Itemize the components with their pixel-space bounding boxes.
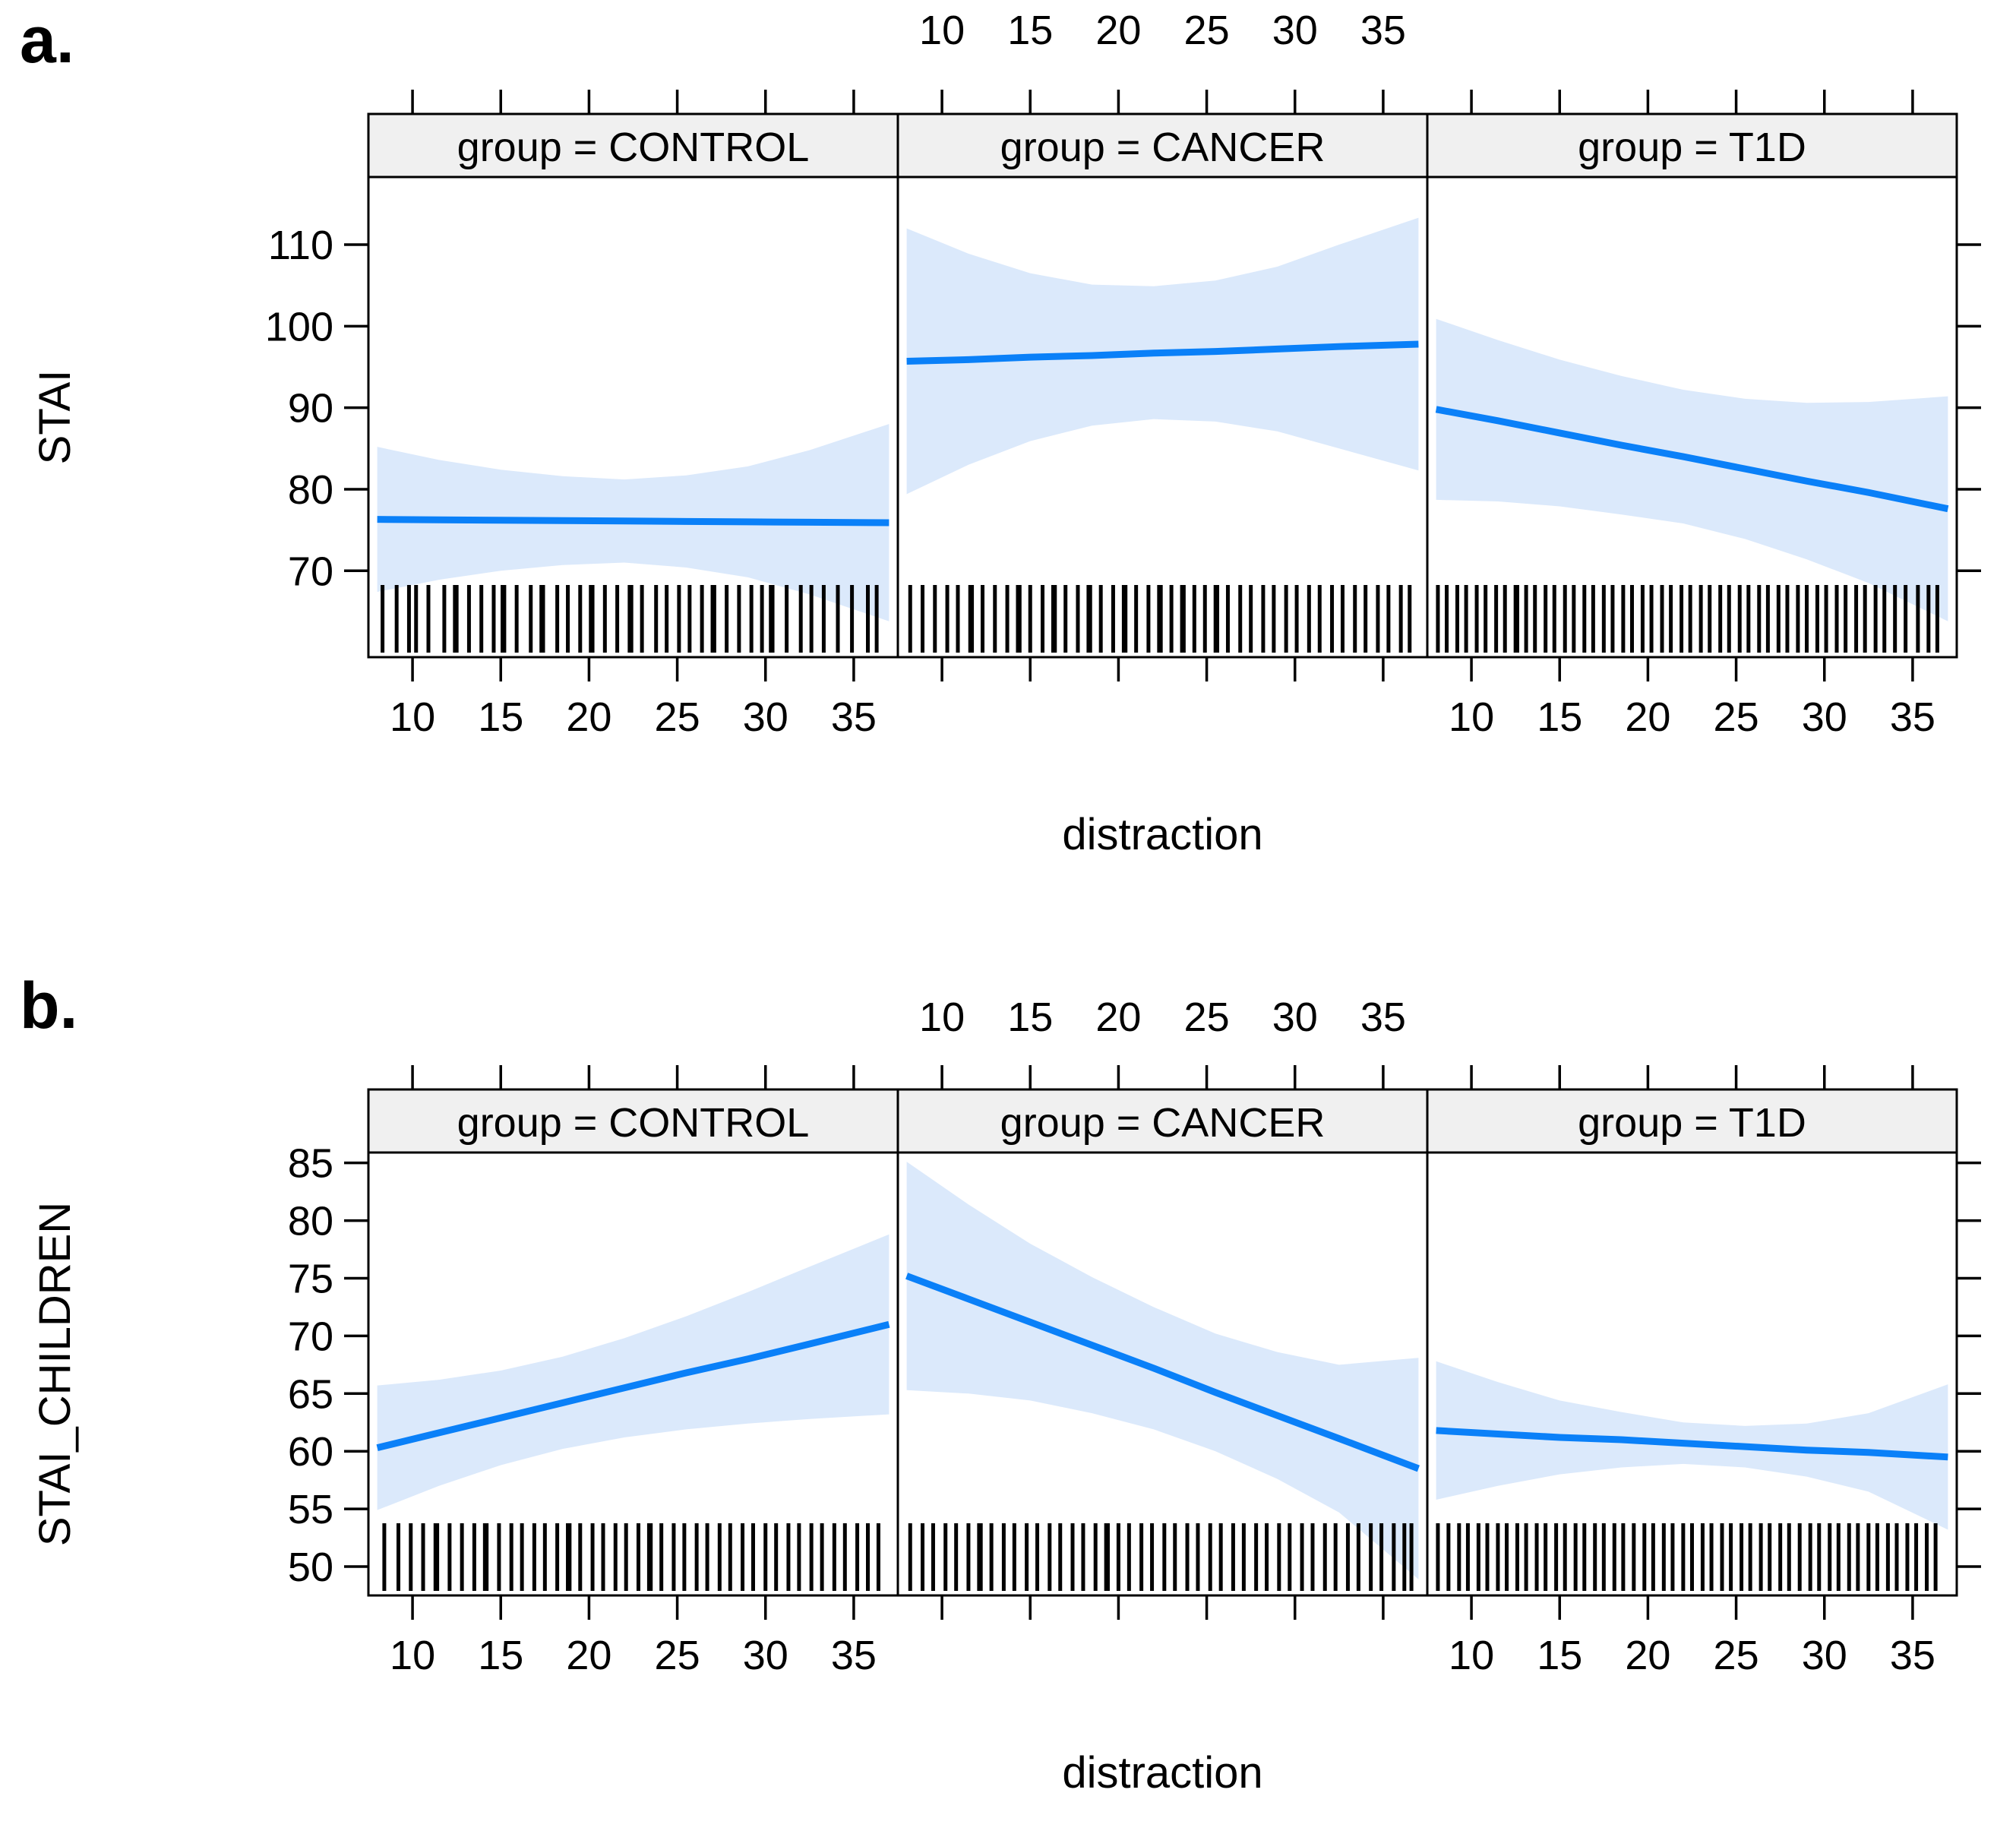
x-axis-tick-label: 30 bbox=[1802, 694, 1847, 740]
y-axis-tick-label: 80 bbox=[288, 467, 333, 513]
confidence-band bbox=[377, 1234, 890, 1510]
confidence-band bbox=[1436, 318, 1948, 621]
x-axis-tick-label: 20 bbox=[1625, 694, 1670, 740]
x-axis-top-tick-label: 10 bbox=[919, 8, 965, 53]
x-axis-tick-label: 10 bbox=[1449, 694, 1494, 740]
figure-b: b. group = CONTROL 10 15 20 25 30 35 group = CA… bbox=[0, 917, 2016, 1834]
facet-strip-label: group = CANCER bbox=[1000, 1100, 1326, 1146]
fit-line bbox=[906, 340, 1419, 365]
facet-strip bbox=[367, 1088, 899, 1154]
panel-border bbox=[1426, 1151, 1958, 1597]
x-axis-top-tick-label: 25 bbox=[1184, 994, 1230, 1040]
x-axis-tick-label: 10 bbox=[390, 694, 435, 740]
y-axis-tick-label: 80 bbox=[288, 1199, 333, 1244]
fit-line bbox=[905, 1273, 1420, 1472]
x-axis-tick-label: 35 bbox=[1890, 694, 1935, 740]
x-axis-tick-label: 15 bbox=[478, 694, 523, 740]
x-axis-tick-label: 15 bbox=[478, 1633, 523, 1678]
x-axis-tick-label: 35 bbox=[1890, 1633, 1935, 1678]
x-axis-tick-label: 35 bbox=[831, 694, 877, 740]
x-axis-tick-label: 15 bbox=[1537, 694, 1582, 740]
x-axis-tick-label: 35 bbox=[831, 1633, 877, 1678]
x-axis-top-tick-label: 20 bbox=[1095, 994, 1141, 1040]
x-axis-top-tick-label: 15 bbox=[1007, 8, 1053, 53]
facet-strip bbox=[896, 112, 1429, 179]
x-axis-tick-label: 10 bbox=[390, 1633, 435, 1678]
figure-b-chart: group = CONTROL 10 15 20 25 30 35 group = CANCE… bbox=[30, 994, 1981, 1798]
y-axis-tick-label: 70 bbox=[288, 1314, 333, 1359]
y-axis-tick-label: 100 bbox=[265, 304, 333, 349]
x-axis-tick-label: 30 bbox=[743, 1633, 788, 1678]
panel-border bbox=[1426, 175, 1958, 659]
x-axis-tick-label: 15 bbox=[1537, 1633, 1582, 1678]
x-axis-tick-label: 20 bbox=[566, 694, 611, 740]
figure-a-label: a. bbox=[20, 4, 74, 77]
x-axis-top-tick-label: 15 bbox=[1007, 994, 1053, 1040]
panel-background bbox=[1427, 1153, 1957, 1595]
figure-a: a. group = CONTROL 10 15 20 25 30 35 group = CA… bbox=[20, 4, 1981, 859]
x-axis-tick-label: 20 bbox=[566, 1633, 611, 1678]
y-axis-tick-label: 55 bbox=[288, 1487, 333, 1532]
y-axis-tick-label: 65 bbox=[288, 1371, 333, 1417]
facet-strip-label: group = CONTROL bbox=[457, 125, 810, 170]
facet-strip-label: group = T1D bbox=[1578, 1100, 1806, 1146]
facet-strip bbox=[367, 112, 899, 179]
facet-strip bbox=[1426, 1088, 1958, 1154]
x-axis-top-tick-label: 30 bbox=[1272, 994, 1318, 1040]
y-axis-title: STAI bbox=[30, 370, 80, 465]
x-axis-top-tick-label: 10 bbox=[919, 994, 965, 1040]
x-axis-tick-label: 30 bbox=[1802, 1633, 1847, 1678]
x-axis-title: distraction bbox=[1062, 1748, 1262, 1798]
x-axis-top-tick-label: 20 bbox=[1095, 8, 1141, 53]
facet-strip bbox=[896, 1088, 1429, 1154]
y-axis-tick-label: 70 bbox=[288, 549, 333, 594]
facet-strip-label: group = CANCER bbox=[1000, 125, 1326, 170]
y-axis-tick-label: 60 bbox=[288, 1429, 333, 1475]
x-axis-top-tick-label: 35 bbox=[1360, 8, 1406, 53]
x-axis-top-tick-label: 25 bbox=[1184, 8, 1230, 53]
x-axis-tick-label: 25 bbox=[655, 1633, 700, 1678]
fit-line bbox=[1436, 1427, 1948, 1461]
x-axis-tick-label: 25 bbox=[1714, 1633, 1759, 1678]
y-axis-tick-label: 75 bbox=[288, 1256, 333, 1301]
facet-strip-label: group = CONTROL bbox=[457, 1100, 810, 1146]
x-axis-title: distraction bbox=[1062, 810, 1262, 859]
x-axis-top-tick-label: 35 bbox=[1360, 994, 1406, 1040]
facet-strip-label: group = T1D bbox=[1578, 125, 1806, 170]
x-axis-tick-label: 30 bbox=[743, 694, 788, 740]
x-axis-tick-label: 10 bbox=[1449, 1633, 1494, 1678]
x-axis-tick-label: 25 bbox=[655, 694, 700, 740]
y-axis-title: STAI_CHILDREN bbox=[30, 1202, 80, 1546]
fit-line bbox=[1435, 406, 1949, 513]
fit-line bbox=[377, 516, 890, 526]
fit-line bbox=[376, 1320, 890, 1452]
figure-a-chart: group = CONTROL 10 15 20 25 30 35 group = CANCE… bbox=[30, 8, 1981, 859]
x-axis-top-tick-label: 30 bbox=[1272, 8, 1318, 53]
y-axis-tick-label: 90 bbox=[288, 386, 333, 432]
y-axis-tick-label: 110 bbox=[268, 223, 333, 268]
x-axis-tick-label: 20 bbox=[1625, 1633, 1670, 1678]
y-axis-tick-label: 85 bbox=[288, 1141, 333, 1187]
x-axis-tick-label: 25 bbox=[1714, 694, 1759, 740]
figure-b-label: b. bbox=[20, 969, 78, 1042]
y-axis-tick-label: 50 bbox=[288, 1545, 333, 1590]
